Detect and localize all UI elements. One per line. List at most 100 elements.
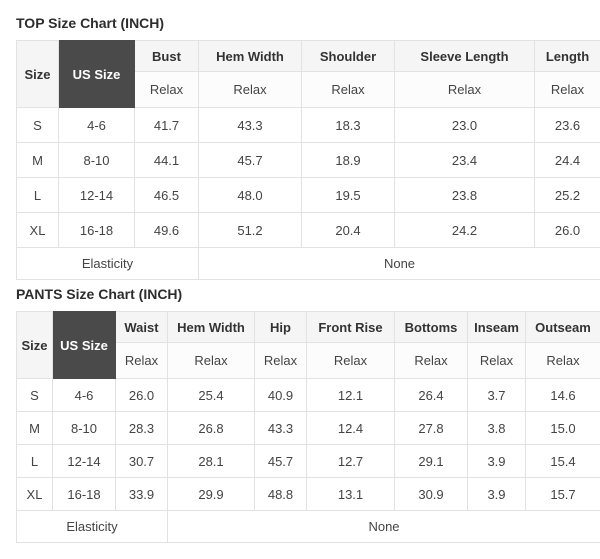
value-cell: 43.3 xyxy=(199,108,302,143)
pants-fit-outseam: Relax xyxy=(526,343,600,379)
top-fit-shoulder: Relax xyxy=(302,72,395,108)
value-cell: 12.1 xyxy=(307,379,395,412)
pants-size-table: Size US Size Waist Hem Width Hip Front R… xyxy=(16,311,600,543)
pants-column-header-hip: Hip xyxy=(255,312,307,343)
table-row: S 4-6 41.7 43.3 18.3 23.0 23.6 xyxy=(17,108,600,143)
us-size-cell: 16-18 xyxy=(59,213,135,248)
value-cell: 44.1 xyxy=(135,143,199,178)
size-cell: M xyxy=(17,143,59,178)
us-size-cell: 4-6 xyxy=(59,108,135,143)
value-cell: 15.0 xyxy=(526,412,600,445)
value-cell: 48.8 xyxy=(255,478,307,511)
value-cell: 51.2 xyxy=(199,213,302,248)
value-cell: 19.5 xyxy=(302,178,395,213)
pants-fit-inseam: Relax xyxy=(468,343,526,379)
size-cell: S xyxy=(17,379,53,412)
top-column-header-hem-width: Hem Width xyxy=(199,41,302,72)
value-cell: 3.8 xyxy=(468,412,526,445)
size-cell: L xyxy=(17,445,53,478)
table-row: M 8-10 44.1 45.7 18.9 23.4 24.4 xyxy=(17,143,600,178)
value-cell: 18.3 xyxy=(302,108,395,143)
value-cell: 25.4 xyxy=(168,379,255,412)
top-column-header-sleeve-length: Sleeve Length xyxy=(395,41,535,72)
elasticity-row: Elasticity None xyxy=(17,511,600,543)
table-row: XL 16-18 33.9 29.9 48.8 13.1 30.9 3.9 15… xyxy=(17,478,600,511)
value-cell: 15.7 xyxy=(526,478,600,511)
value-cell: 29.1 xyxy=(395,445,468,478)
value-cell: 49.6 xyxy=(135,213,199,248)
value-cell: 26.0 xyxy=(535,213,600,248)
value-cell: 26.4 xyxy=(395,379,468,412)
top-column-header-length: Length xyxy=(535,41,600,72)
pants-size-column-header: Size xyxy=(17,312,53,379)
value-cell: 25.2 xyxy=(535,178,600,213)
top-size-table: Size US Size Bust Hem Width Shoulder Sle… xyxy=(16,40,600,280)
us-size-cell: 16-18 xyxy=(53,478,116,511)
pants-fit-front-rise: Relax xyxy=(307,343,395,379)
top-fit-length: Relax xyxy=(535,72,600,108)
value-cell: 43.3 xyxy=(255,412,307,445)
value-cell: 12.7 xyxy=(307,445,395,478)
pants-column-header-outseam: Outseam xyxy=(526,312,600,343)
pants-fit-hip: Relax xyxy=(255,343,307,379)
value-cell: 33.9 xyxy=(116,478,168,511)
pants-us-size-column-header: US Size xyxy=(53,312,116,379)
value-cell: 41.7 xyxy=(135,108,199,143)
pants-header-row: Size US Size Waist Hem Width Hip Front R… xyxy=(17,312,600,343)
table-row: L 12-14 46.5 48.0 19.5 23.8 25.2 xyxy=(17,178,600,213)
value-cell: 13.1 xyxy=(307,478,395,511)
value-cell: 28.1 xyxy=(168,445,255,478)
value-cell: 29.9 xyxy=(168,478,255,511)
elasticity-row: Elasticity None xyxy=(17,248,600,280)
elasticity-value-cell: None xyxy=(199,248,600,280)
us-size-cell: 8-10 xyxy=(53,412,116,445)
size-cell: M xyxy=(17,412,53,445)
value-cell: 3.9 xyxy=(468,478,526,511)
top-chart-title: TOP Size Chart (INCH) xyxy=(16,16,600,31)
top-fit-bust: Relax xyxy=(135,72,199,108)
value-cell: 27.8 xyxy=(395,412,468,445)
pants-column-header-front-rise: Front Rise xyxy=(307,312,395,343)
value-cell: 24.4 xyxy=(535,143,600,178)
top-table-header: Size US Size Bust Hem Width Shoulder Sle… xyxy=(17,41,600,108)
top-fit-sleeve-length: Relax xyxy=(395,72,535,108)
value-cell: 23.8 xyxy=(395,178,535,213)
value-cell: 30.9 xyxy=(395,478,468,511)
value-cell: 23.4 xyxy=(395,143,535,178)
pants-fit-bottoms: Relax xyxy=(395,343,468,379)
table-row: M 8-10 28.3 26.8 43.3 12.4 27.8 3.8 15.0 xyxy=(17,412,600,445)
table-row: S 4-6 26.0 25.4 40.9 12.1 26.4 3.7 14.6 xyxy=(17,379,600,412)
elasticity-value-cell: None xyxy=(168,511,600,543)
pants-chart-title: PANTS Size Chart (INCH) xyxy=(16,287,600,302)
top-column-header-shoulder: Shoulder xyxy=(302,41,395,72)
size-cell: L xyxy=(17,178,59,213)
value-cell: 14.6 xyxy=(526,379,600,412)
top-fit-hem-width: Relax xyxy=(199,72,302,108)
value-cell: 23.6 xyxy=(535,108,600,143)
value-cell: 48.0 xyxy=(199,178,302,213)
us-size-cell: 12-14 xyxy=(59,178,135,213)
value-cell: 46.5 xyxy=(135,178,199,213)
size-cell: XL xyxy=(17,213,59,248)
top-header-row: Size US Size Bust Hem Width Shoulder Sle… xyxy=(17,41,600,72)
us-size-cell: 8-10 xyxy=(59,143,135,178)
value-cell: 45.7 xyxy=(199,143,302,178)
value-cell: 30.7 xyxy=(116,445,168,478)
value-cell: 15.4 xyxy=(526,445,600,478)
value-cell: 23.0 xyxy=(395,108,535,143)
value-cell: 18.9 xyxy=(302,143,395,178)
pants-column-header-bottoms: Bottoms xyxy=(395,312,468,343)
pants-column-header-hem-width: Hem Width xyxy=(168,312,255,343)
value-cell: 20.4 xyxy=(302,213,395,248)
us-size-cell: 4-6 xyxy=(53,379,116,412)
size-cell: XL xyxy=(17,478,53,511)
elasticity-label-cell: Elasticity xyxy=(17,511,168,543)
table-row: L 12-14 30.7 28.1 45.7 12.7 29.1 3.9 15.… xyxy=(17,445,600,478)
pants-column-header-waist: Waist xyxy=(116,312,168,343)
value-cell: 40.9 xyxy=(255,379,307,412)
value-cell: 3.9 xyxy=(468,445,526,478)
elasticity-label-cell: Elasticity xyxy=(17,248,199,280)
table-row: XL 16-18 49.6 51.2 20.4 24.2 26.0 xyxy=(17,213,600,248)
value-cell: 12.4 xyxy=(307,412,395,445)
value-cell: 24.2 xyxy=(395,213,535,248)
